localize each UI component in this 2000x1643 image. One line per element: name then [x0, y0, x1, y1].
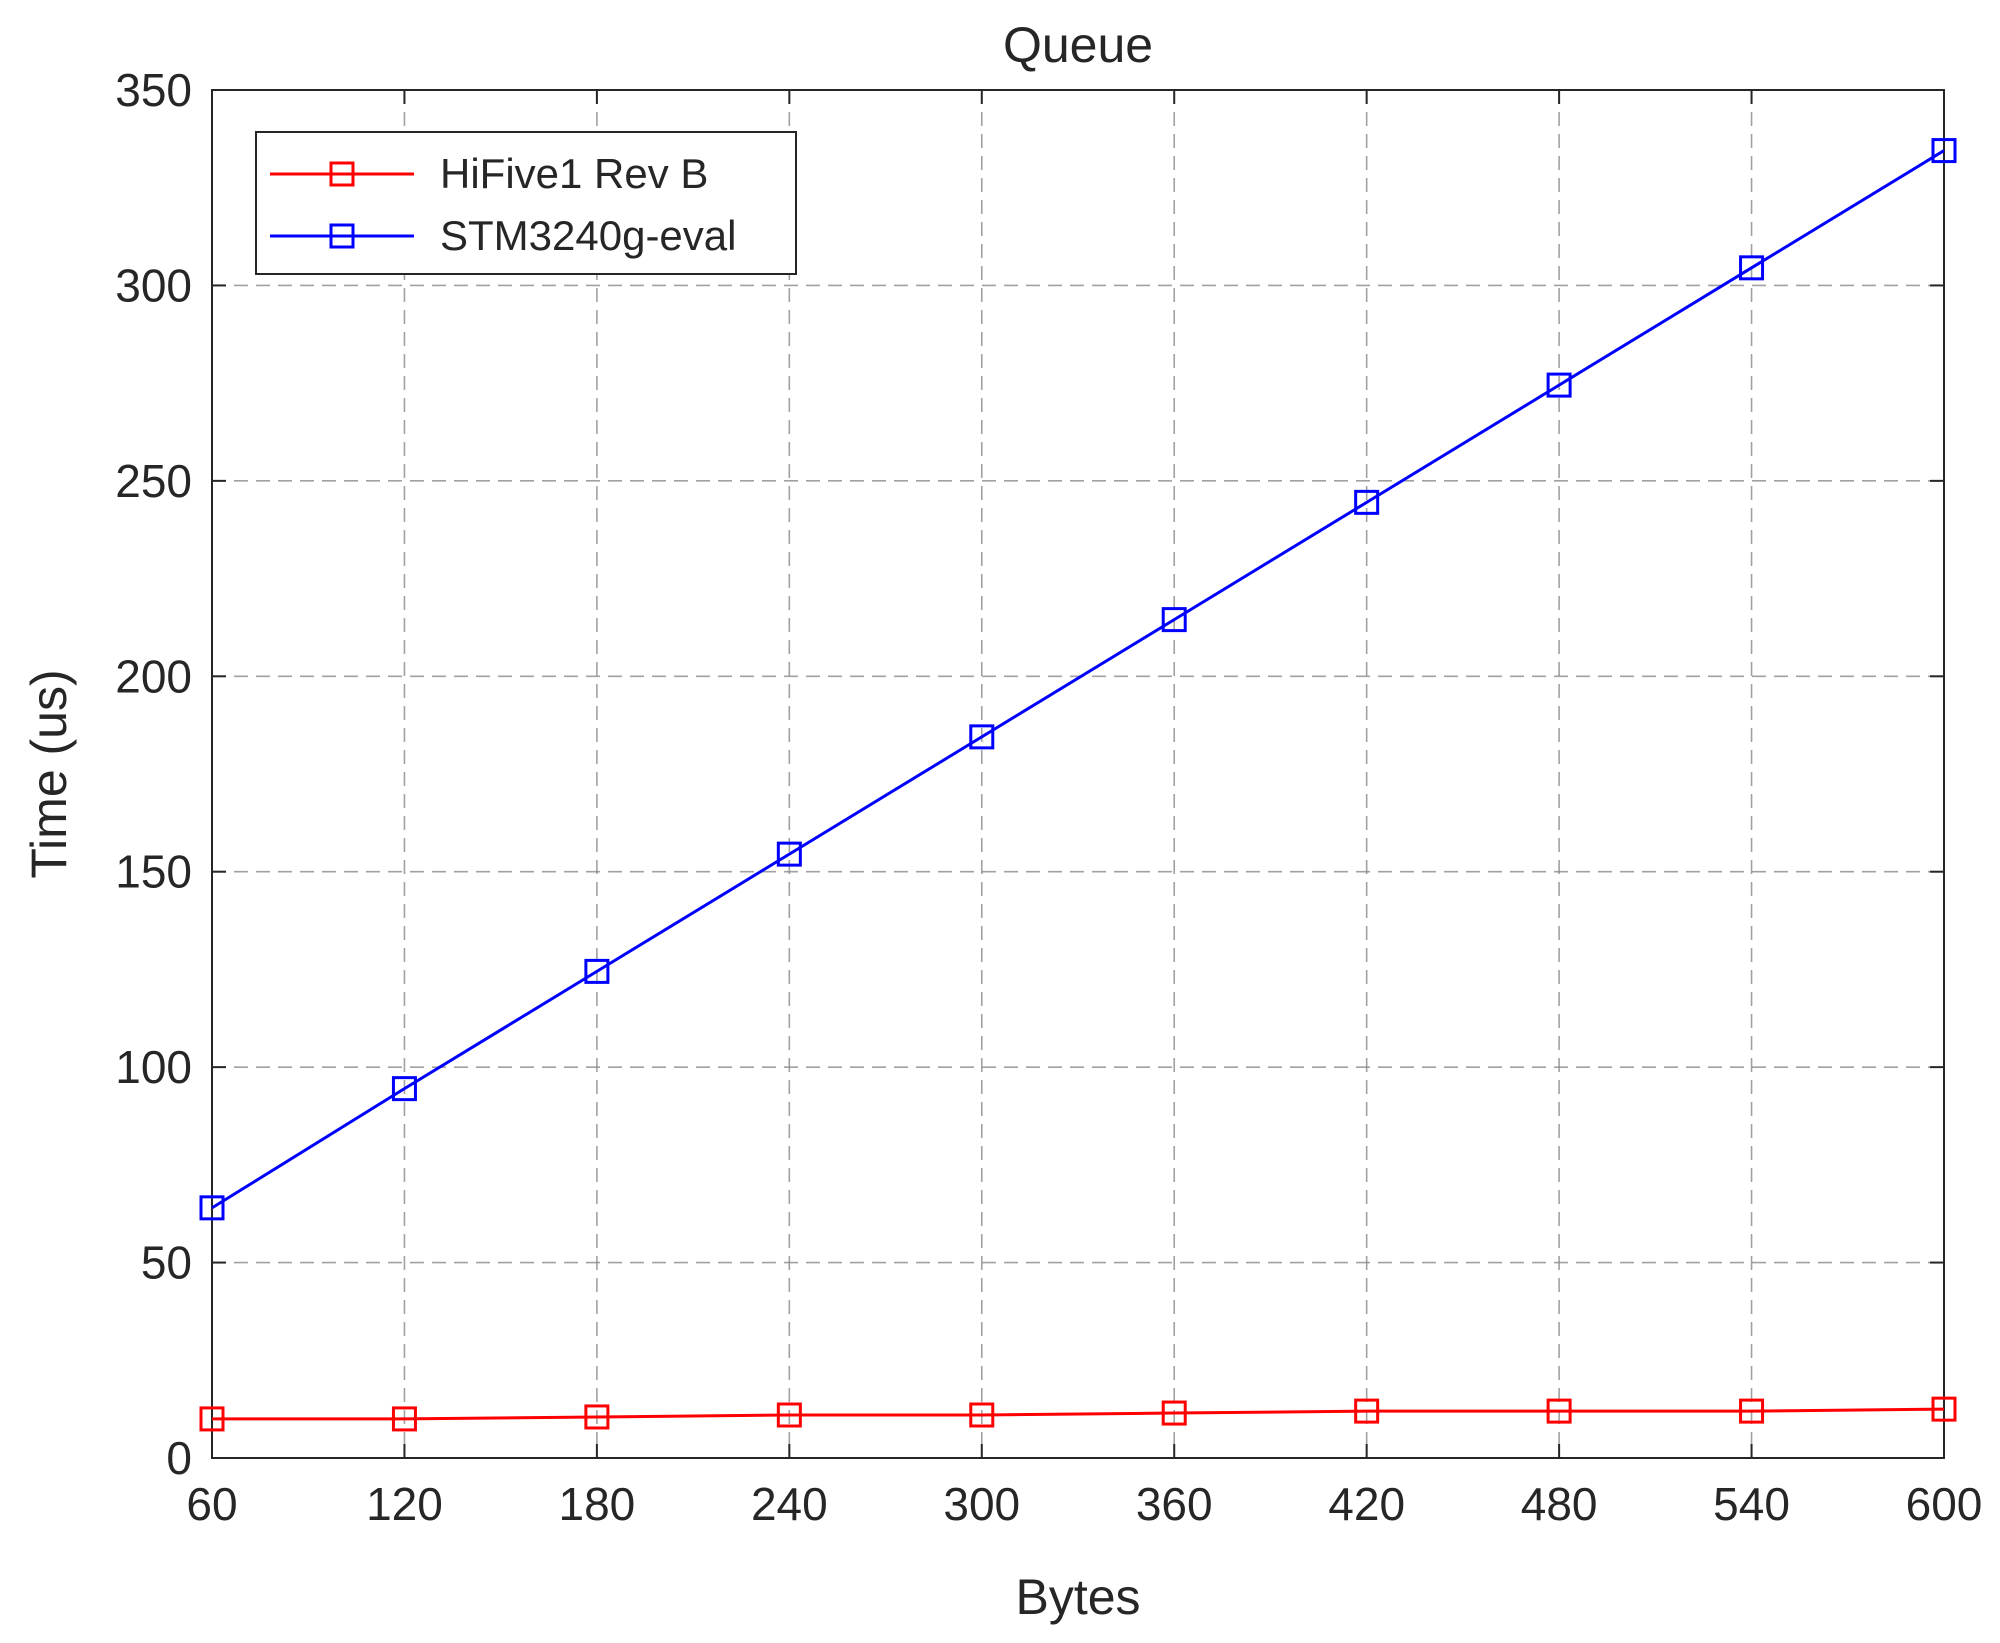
data-point	[1931, 1396, 1957, 1422]
series-line	[211, 149, 1945, 1210]
x-tick-label: 240	[751, 1478, 828, 1530]
data-point	[391, 1076, 417, 1102]
data-point	[1739, 255, 1765, 281]
x-tick-label: 60	[186, 1478, 237, 1530]
data-point	[1546, 1398, 1572, 1424]
y-tick-label: 150	[115, 846, 192, 898]
axes: 60 120 180 240 300 360 420 480 540 600 0 50 100 150 20…	[115, 64, 1982, 1530]
x-tick-label: 360	[1136, 1478, 1213, 1530]
data-point	[199, 1406, 225, 1432]
grid	[212, 90, 1944, 1458]
legend-box	[255, 131, 797, 275]
data-point	[1931, 138, 1957, 164]
data-point	[776, 1402, 802, 1428]
data-point	[584, 1404, 610, 1430]
x-tick-label: 600	[1906, 1478, 1983, 1530]
series-line	[212, 1407, 1945, 1421]
y-axis-label: Time (us)	[21, 669, 77, 878]
axes-frame	[211, 89, 1945, 1459]
data-point	[199, 1195, 225, 1221]
y-tick-label: 50	[141, 1237, 192, 1289]
y-tick-label: 300	[115, 259, 192, 311]
y-tick-label: 250	[115, 455, 192, 507]
data-point	[776, 841, 802, 867]
chart-title: Queue	[1003, 17, 1153, 73]
plot-area	[212, 90, 1944, 1458]
data-point	[1739, 1398, 1765, 1424]
legend-marker	[329, 161, 355, 187]
x-tick-label: 180	[559, 1478, 636, 1530]
data-point	[391, 1406, 417, 1432]
series-layer	[199, 138, 1957, 1432]
data-point	[1354, 489, 1380, 515]
data-point	[1354, 1398, 1380, 1424]
data-point	[1161, 607, 1187, 633]
series-1	[199, 1396, 1957, 1432]
data-point	[1161, 1400, 1187, 1426]
legend: HiFive1 Rev B STM3240g-eval	[255, 131, 797, 275]
x-axis-label: Bytes	[1015, 1569, 1140, 1625]
y-tick-label: 100	[115, 1041, 192, 1093]
y-tick-label: 200	[115, 650, 192, 702]
y-tick-label: 0	[166, 1432, 192, 1484]
y-tick-label: 350	[115, 64, 192, 116]
data-point	[969, 724, 995, 750]
legend-marker	[329, 223, 355, 249]
data-point	[584, 958, 610, 984]
series-2	[199, 138, 1957, 1221]
x-tick-label: 540	[1713, 1478, 1790, 1530]
x-tick-label: 480	[1521, 1478, 1598, 1530]
data-point	[969, 1402, 995, 1428]
x-tick-label: 300	[943, 1478, 1020, 1530]
data-point	[1546, 372, 1572, 398]
x-tick-label: 420	[1328, 1478, 1405, 1530]
x-tick-label: 120	[366, 1478, 443, 1530]
legend-entry-label: STM3240g-eval	[440, 212, 736, 259]
legend-entry-label: HiFive1 Rev B	[440, 150, 708, 197]
